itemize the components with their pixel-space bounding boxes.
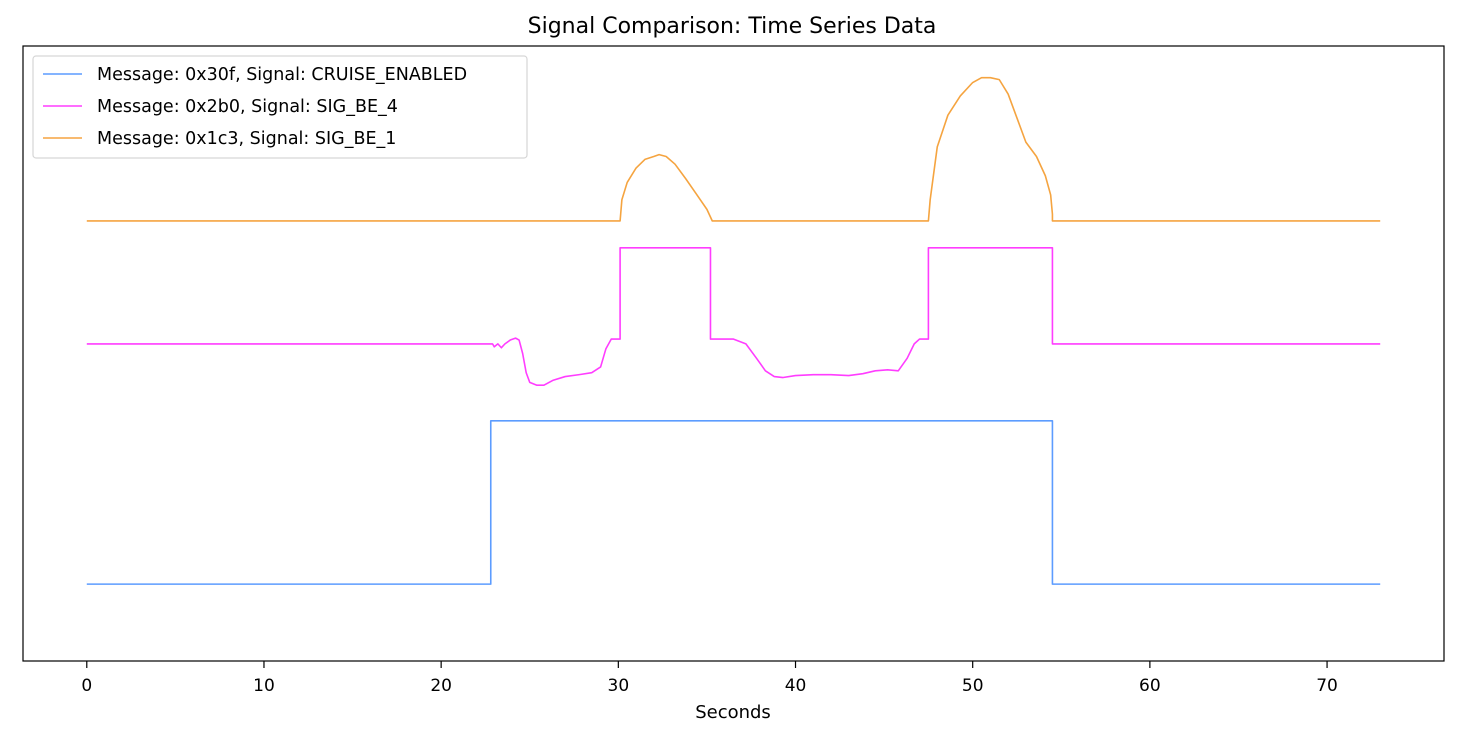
series-line-cruise-enabled: [86, 419, 1381, 585]
legend: Message: 0x30f, Signal: CRUISE_ENABLED M…: [32, 55, 528, 159]
x-tick-label: 40: [785, 676, 807, 696]
x-tick-label: 50: [962, 676, 984, 696]
series-line-sig-be-1: [86, 76, 1381, 222]
x-axis-title: Seconds: [695, 702, 771, 723]
legend-label-cruise-enabled: Message: 0x30f, Signal: CRUISE_ENABLED: [97, 65, 467, 85]
series-layer: [86, 76, 1381, 585]
x-tick-label: 30: [608, 676, 630, 696]
x-axis: 0 10 20 30 40 50 60 70: [81, 661, 1338, 696]
series-line-sig-be-4: [86, 247, 1381, 387]
x-tick-label: 70: [1316, 676, 1338, 696]
x-tick-label: 0: [81, 676, 92, 696]
plot-area-frame: [22, 45, 1445, 662]
legend-label-sig-be-1: Message: 0x1c3, Signal: SIG_BE_1: [97, 129, 396, 149]
x-tick-label: 20: [430, 676, 452, 696]
legend-label-sig-be-4: Message: 0x2b0, Signal: SIG_BE_4: [97, 97, 398, 117]
legend-box: [32, 55, 528, 159]
x-tick-label: 60: [1139, 676, 1161, 696]
chart-title: Signal Comparison: Time Series Data: [528, 14, 937, 39]
x-tick-label: 10: [253, 676, 275, 696]
